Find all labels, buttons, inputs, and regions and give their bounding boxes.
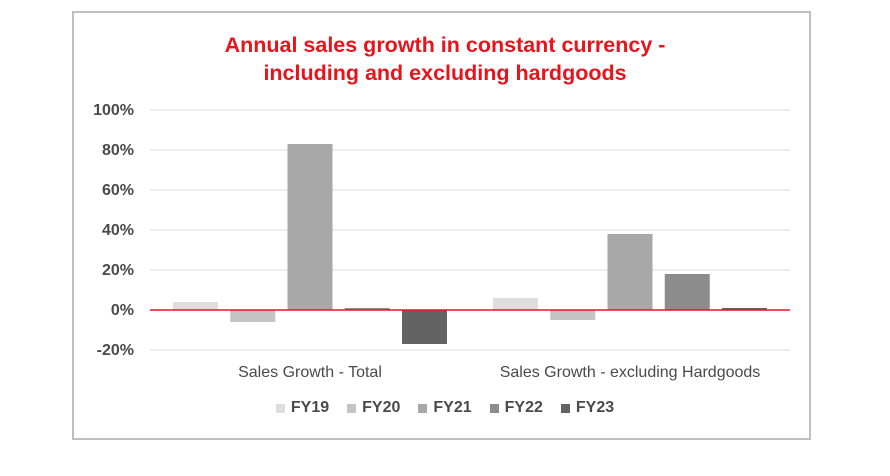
legend-label: FY19 (290, 399, 330, 416)
bar-fy22-total (344, 308, 390, 310)
legend-item-fy22: FY22 (489, 399, 543, 417)
legend-label: FY20 (362, 399, 401, 416)
legend-swatch (418, 403, 428, 413)
legend: FY19 FY20 FY21 FY22 FY23 (0, 399, 890, 417)
y-tick-label: 60% (102, 182, 134, 199)
y-tick-label: 80% (102, 142, 134, 159)
legend-swatch (347, 403, 357, 413)
bar-fy21-total (287, 144, 333, 310)
x-axis-category-labels: Sales Growth - Total Sales Growth - exclu… (238, 364, 760, 381)
legend-item-fy21: FY21 (418, 399, 472, 417)
x-category-label: Sales Growth - Total (238, 364, 382, 381)
chart-title-line-2: including and excluding hardgoods (263, 61, 627, 85)
bar-fy20-excluding-hardgoods (550, 310, 596, 320)
bar-fy22-excluding-hardgoods (664, 274, 710, 310)
legend-item-fy23: FY23 (560, 399, 615, 417)
x-category-label: Sales Growth - excluding Hardgoods (500, 364, 761, 381)
y-tick-label: 40% (102, 222, 134, 239)
legend-swatch (560, 403, 570, 413)
bar-fy23-total (402, 310, 447, 344)
y-tick-label: -20% (97, 342, 134, 359)
y-axis-tick-labels: -20% 0% 20% 40% 60% 80% 100% (93, 102, 134, 359)
legend-swatch (489, 403, 499, 413)
gridlines (150, 109, 790, 351)
y-tick-label: 0% (111, 302, 134, 319)
bar-fy19-excluding-hardgoods (493, 298, 538, 310)
bar-fy21-excluding-hardgoods (607, 234, 653, 310)
legend-item-fy20: FY20 (347, 399, 400, 417)
legend-label: FY23 (575, 399, 615, 416)
y-tick-label: 20% (102, 262, 134, 279)
chart-title-line-1: Annual sales growth in constant currency… (224, 33, 666, 57)
chart-frame (72, 11, 811, 440)
bar-fy20-total (230, 310, 276, 322)
bar-fy19-total (173, 302, 218, 310)
legend-item-fy19: FY19 (275, 399, 330, 417)
bar-fy23-excluding-hardgoods (722, 308, 767, 310)
legend-label: FY21 (433, 399, 472, 416)
bars (173, 144, 767, 344)
legend-swatch (275, 403, 285, 413)
y-tick-label: 100% (93, 102, 134, 119)
legend-label: FY22 (504, 399, 543, 416)
